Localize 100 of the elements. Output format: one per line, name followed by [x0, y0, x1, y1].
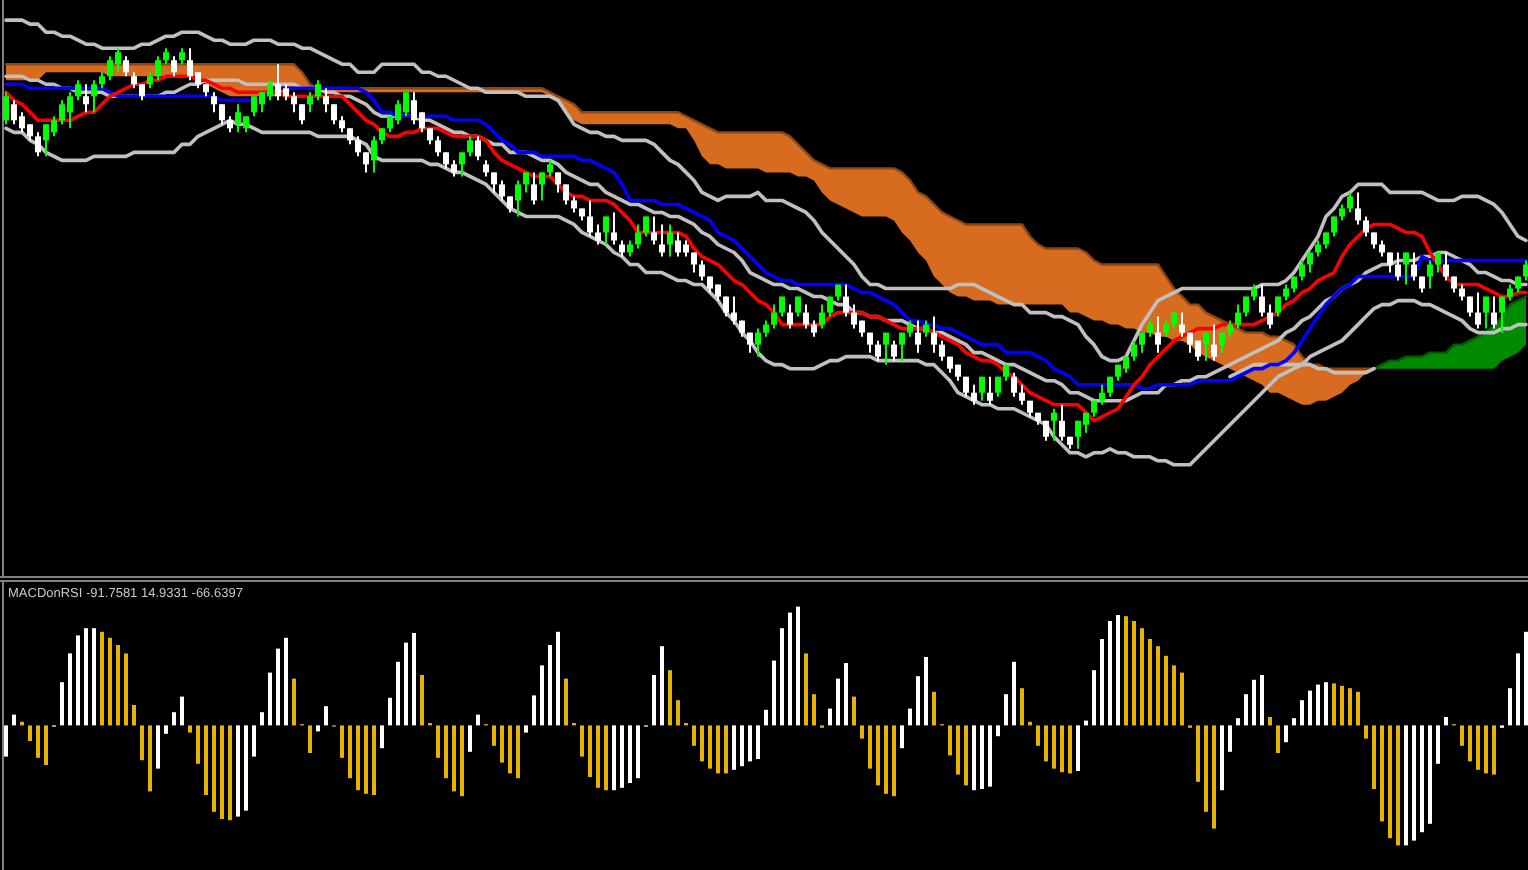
candlestick [1483, 295, 1489, 330]
candlestick [11, 99, 17, 126]
bar [420, 675, 424, 726]
candlestick [539, 171, 545, 202]
bar [100, 631, 104, 726]
candlestick [891, 339, 897, 362]
candlestick [883, 331, 889, 366]
candlestick [331, 103, 337, 126]
candlestick [939, 339, 945, 362]
candlestick [1235, 303, 1241, 330]
candlestick [1011, 371, 1017, 398]
bar [1100, 639, 1104, 726]
bar [1020, 688, 1024, 726]
bar [1204, 725, 1208, 812]
bar [292, 678, 296, 726]
bar [372, 725, 376, 795]
candlestick [819, 303, 825, 330]
bar [556, 631, 560, 726]
candlestick [3, 91, 9, 126]
candlestick [435, 135, 441, 158]
candlestick [667, 223, 673, 258]
bar [1284, 725, 1288, 743]
bar [220, 725, 224, 819]
bar [1484, 725, 1488, 774]
bar [964, 725, 968, 786]
candlestick [971, 383, 977, 406]
candlestick [1331, 215, 1337, 238]
candlestick [267, 79, 273, 102]
bar [932, 691, 936, 726]
bar [700, 725, 704, 762]
bar [1236, 718, 1240, 726]
bar [324, 706, 328, 726]
candlestick [115, 47, 121, 74]
candlestick [67, 91, 73, 130]
bar [604, 725, 608, 791]
bar [1012, 661, 1016, 726]
candlestick [675, 231, 681, 258]
candlestick [699, 259, 705, 282]
bar [140, 725, 144, 761]
candlestick [563, 183, 569, 206]
bar [172, 712, 176, 726]
bar [748, 725, 752, 762]
bar [348, 725, 352, 779]
bar [1164, 655, 1168, 726]
bar [1316, 684, 1320, 726]
candlestick [1403, 251, 1409, 286]
candlestick [315, 79, 321, 102]
candlestick [531, 171, 537, 206]
candlestick [363, 151, 369, 174]
bar [28, 725, 32, 741]
bar [4, 725, 8, 757]
bar [1492, 725, 1496, 775]
bar [404, 642, 408, 726]
bar [580, 725, 584, 757]
candlestick [235, 103, 241, 134]
candlestick [19, 111, 25, 134]
candlestick [155, 55, 161, 82]
bar [436, 725, 440, 758]
candlestick [603, 215, 609, 246]
bar [1468, 725, 1472, 762]
bar [76, 635, 80, 726]
bar [148, 725, 152, 792]
candlestick [187, 47, 193, 82]
bar [92, 628, 96, 726]
candlestick [43, 123, 49, 158]
bar [1460, 725, 1464, 746]
bar [868, 725, 872, 769]
bar [260, 712, 264, 726]
bar [1364, 725, 1368, 739]
candlestick [1019, 383, 1025, 406]
candlestick [1395, 251, 1401, 282]
bar [948, 725, 952, 756]
candlestick [899, 331, 905, 362]
bar [732, 725, 736, 770]
bar [228, 725, 232, 821]
candlestick [395, 99, 401, 126]
bar [276, 648, 280, 726]
bar [756, 725, 760, 759]
bar [1124, 616, 1128, 726]
candlestick [275, 63, 281, 102]
bar [1076, 725, 1080, 771]
bar [364, 725, 368, 794]
bar [996, 725, 1000, 737]
candlestick [931, 315, 937, 354]
bar [716, 725, 720, 774]
candlestick [291, 91, 297, 114]
candlestick [1491, 295, 1497, 330]
bar [900, 725, 904, 749]
bar [36, 725, 40, 758]
bar [412, 633, 416, 726]
bar [564, 678, 568, 726]
candlestick [59, 99, 65, 126]
bar [1108, 621, 1112, 726]
bar [1436, 725, 1440, 764]
bar [1244, 694, 1248, 726]
bar [956, 725, 960, 775]
bar [468, 725, 472, 752]
candlestick [523, 171, 529, 194]
bar [356, 725, 360, 791]
bar [1276, 725, 1280, 753]
